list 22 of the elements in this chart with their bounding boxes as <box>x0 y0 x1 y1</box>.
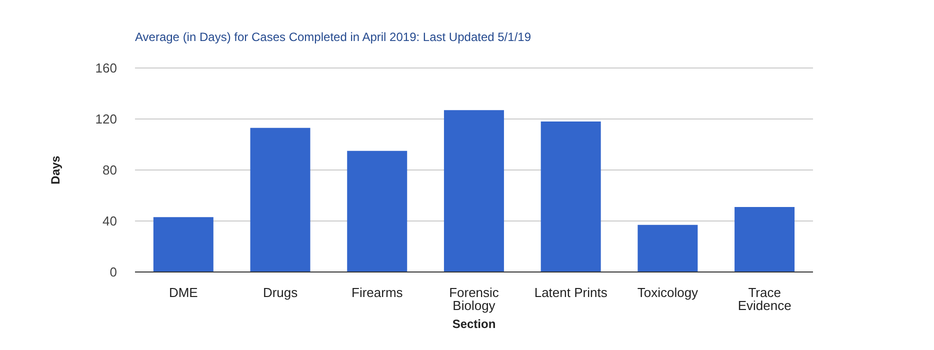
y-tick-label: 40 <box>102 214 117 229</box>
chart-title: Average (in Days) for Cases Completed in April 2019: Last Updated 5/1/19 <box>135 30 531 44</box>
x-tick-label: Trace Evidence <box>738 285 792 314</box>
x-tick-label: Toxicology <box>637 285 699 300</box>
x-tick-label: DME <box>168 285 198 300</box>
bar <box>153 217 214 272</box>
x-tick-label: Latent Prints <box>534 285 608 300</box>
x-tick-label: Forensic Biology <box>449 285 500 314</box>
x-tick-label: Firearms <box>352 285 404 300</box>
x-tick-label: Drugs <box>262 285 298 300</box>
bar <box>444 110 504 272</box>
bar <box>540 122 601 272</box>
x-axis-title: Section <box>452 317 496 331</box>
y-tick-label: 0 <box>110 264 117 280</box>
bar <box>734 206 795 272</box>
y-tick-label: 160 <box>95 60 117 76</box>
y-tick-label: 80 <box>102 162 117 178</box>
bar <box>347 150 408 272</box>
y-axis-title: Days <box>48 155 62 184</box>
y-tick-label: 120 <box>95 112 117 127</box>
bar <box>250 128 310 272</box>
bar <box>638 224 698 272</box>
